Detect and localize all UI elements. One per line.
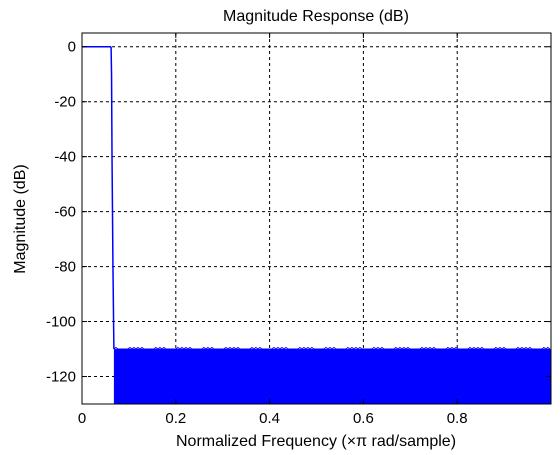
x-tick-label: 0.8 <box>447 410 468 427</box>
x-tick-label: 0.2 <box>165 410 186 427</box>
x-tick-label: 0.6 <box>353 410 374 427</box>
plot-frame <box>81 32 552 405</box>
x-tick-label: 0 <box>78 410 86 427</box>
y-tick-label: -40 <box>54 149 76 166</box>
y-tick-label: 0 <box>68 39 76 56</box>
x-tick-label: 0.4 <box>259 410 280 427</box>
y-axis-label: Magnitude (dB) <box>12 164 29 273</box>
plot-background <box>82 33 551 404</box>
y-tick-label: -60 <box>54 204 76 221</box>
transition-line <box>110 46 115 350</box>
stopband-ripple <box>113 349 551 404</box>
y-tick-label: -20 <box>54 94 76 111</box>
y-tick-label: -120 <box>46 369 76 386</box>
y-tick-label: -100 <box>46 314 76 331</box>
stopband-ripple-edge <box>113 346 551 350</box>
x-axis-label: Normalized Frequency (×π rad/sample) <box>176 433 456 450</box>
plot-area: 0 0.2 0.4 0.6 0.8 0 -20 -40 -60 -80 -100 -120 <box>46 32 552 427</box>
y-tick-label: -80 <box>54 259 76 276</box>
chart-title: Magnitude Response (dB) <box>223 8 409 25</box>
